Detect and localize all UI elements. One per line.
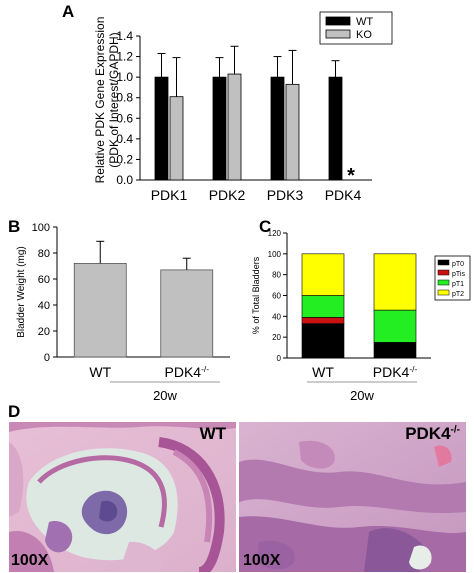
legend-label-ko: KO: [356, 29, 372, 41]
micrograph-label-pdk4: PDK4-/-: [405, 424, 460, 444]
x-tick-label: PDK3: [267, 187, 304, 203]
y-tick-label: 80: [38, 248, 50, 260]
y-tick-label: 0.8: [116, 91, 133, 105]
stack-segment-pt1: [301, 295, 345, 318]
y-tick-label: 20: [38, 326, 50, 338]
chart-c: 0 20 40 60 80 100 120 % of Total Bladders WT PDK4…: [251, 229, 471, 403]
x-tick-label: PDK4: [325, 187, 362, 203]
legend-swatch-ko: [325, 29, 351, 39]
micrograph-genotype-wt: WT: [199, 424, 226, 443]
stack-segment-pt1: [373, 309, 417, 343]
legend-swatch-pt0: [437, 259, 450, 266]
x-tick-label: PDK1: [151, 187, 188, 203]
y-tick-label: 1.2: [116, 50, 133, 64]
group-label: 20w: [153, 388, 177, 403]
y-tick-label: 80: [272, 271, 281, 280]
legend-label-wt: WT: [356, 16, 373, 28]
micrograph-wt: WT 100X: [9, 422, 236, 572]
bar-wt: [270, 76, 285, 181]
legend-label-pt1: pT1: [452, 281, 464, 288]
y-tick-label: 120: [268, 229, 282, 238]
x-tick-label: WT: [312, 364, 334, 380]
stack-segment-pt0: [301, 323, 345, 359]
histology-image-pdk4: [239, 422, 466, 572]
y-axis-label: Relative PDK Gene Expression(PDK of Inte…: [93, 17, 121, 184]
legend-swatch-ptis: [437, 269, 450, 276]
x-tick-label: PDK2: [209, 187, 246, 203]
x-tick-label: PDK4-/-: [373, 364, 418, 380]
bar: [160, 269, 214, 358]
panel-a: A 0.0 0.2 0.4 0.6 0.8 1.0 1.2 1.4 Relative PDK G…: [0, 0, 474, 205]
stack-segment-ptis: [301, 317, 345, 324]
bar-wt: [328, 76, 343, 181]
stack-segment-pt2: [373, 253, 417, 311]
chart-b: 0 20 40 60 80 100 Bladder Weight (mg) WT PDK4-/-…: [16, 222, 230, 403]
micrograph-label-wt: WT: [200, 424, 226, 444]
y-tick-label: 20: [272, 333, 281, 342]
legend-label-pt2: pT2: [452, 291, 464, 298]
panel-label-a: A: [62, 2, 75, 21]
panel-label-d: D: [8, 402, 21, 421]
panel-label-c: C: [259, 217, 272, 236]
y-tick-label: 1.0: [116, 70, 133, 84]
y-tick-label: 0: [277, 354, 282, 363]
stack-segment-pt0: [373, 342, 417, 359]
y-tick-label: 0: [44, 352, 50, 364]
x-tick-label: PDK4-/-: [165, 364, 210, 380]
y-tick-label: 40: [272, 312, 281, 321]
y-tick-label: 40: [38, 300, 50, 312]
y-tick-label: 0.6: [116, 111, 133, 125]
y-tick-label: 1.4: [116, 29, 133, 43]
bar-ko: [227, 73, 242, 181]
group-label: 20w: [350, 388, 374, 403]
bar-wt: [212, 76, 227, 181]
bar-ko: [285, 83, 300, 181]
y-tick-label: 0.0: [116, 173, 133, 187]
micrograph-superscript-pdk4: -/-: [450, 424, 460, 436]
legend-label-pt0: pT0: [452, 261, 464, 268]
legend-swatch-pt2: [437, 289, 450, 296]
bar-ko: [169, 96, 184, 181]
y-tick-label: 0.4: [116, 132, 133, 146]
magnification-label-pdk4: 100X: [243, 552, 281, 569]
legend-swatch-pt1: [437, 279, 450, 286]
y-tick-label: 100: [32, 222, 50, 234]
y-axis-label: % of Total Bladders: [251, 256, 261, 334]
panel-label-b: B: [8, 217, 21, 236]
histology-image-wt: [9, 422, 236, 572]
bar: [73, 263, 127, 358]
panel-d: D WT 100X: [0, 400, 474, 573]
panel-b: B 0 20 40 60 80 100 Bladder Weight (mg) WT PDK4-…: [0, 205, 237, 405]
y-tick-label: 100: [268, 250, 282, 259]
stack-segment-pt2: [301, 253, 345, 296]
significance-annotation: *: [347, 165, 355, 187]
x-tick-label: WT: [89, 364, 111, 380]
micrograph-pdk4: PDK4-/- 100X: [239, 422, 466, 572]
y-tick-label: 0.2: [116, 152, 133, 166]
y-tick-label: 60: [272, 292, 281, 301]
micrograph-genotype-pdk4: PDK4: [405, 424, 451, 443]
panel-c: C 0 20 40 60 80 100 120 % of Total Bladders WT PD…: [237, 205, 474, 405]
magnification-label-wt: 100X: [11, 552, 49, 569]
legend-swatch-wt: [325, 16, 351, 26]
legend-label-ptis: pTis: [452, 271, 465, 278]
y-tick-label: 60: [38, 274, 50, 286]
bar-wt: [154, 76, 169, 181]
y-axis-label: Bladder Weight (mg): [16, 246, 27, 338]
